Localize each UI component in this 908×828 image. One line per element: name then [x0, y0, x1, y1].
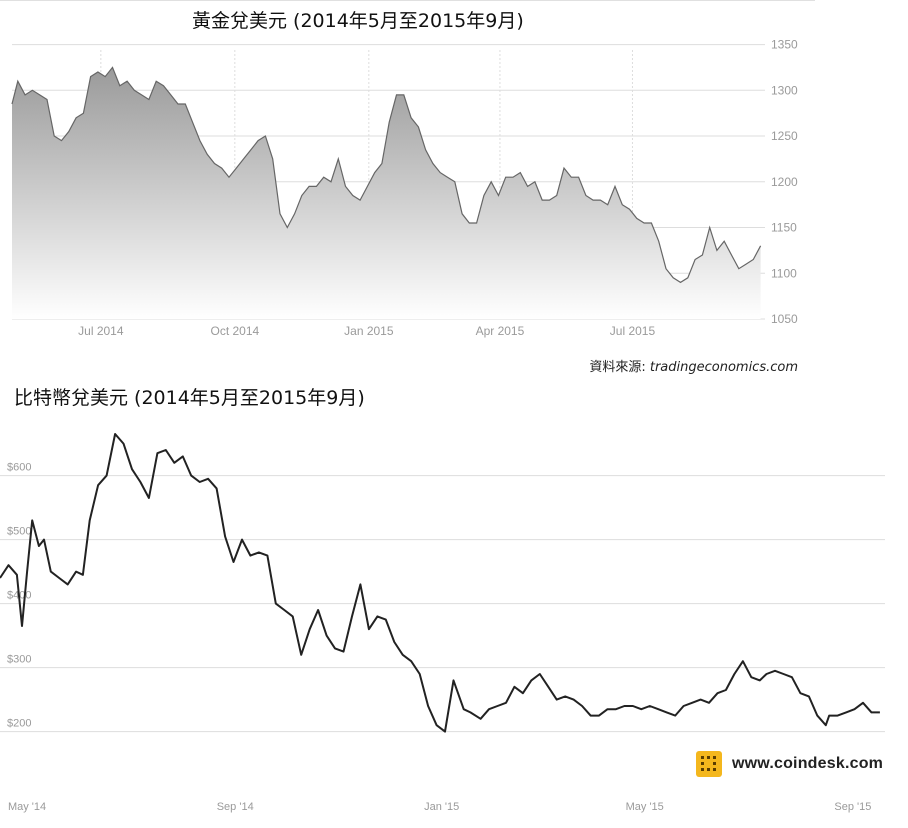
gold-price-line	[11, 66, 762, 284]
gold-chart-title: 黃金兌美元 (2014年5月至2015年9月)	[192, 10, 524, 32]
gold-price-area-chart: 1350 1300 1250 1200 1150 1100 1050 Jul 2014 Oct …	[11, 38, 798, 338]
gold-area-fill	[12, 67, 761, 320]
gold-y-tick-label: 1300	[771, 83, 798, 97]
btc-x-tick-label: May '15	[626, 801, 664, 813]
gold-y-tick-label: 1150	[771, 221, 797, 235]
btc-y-tick-label: $500	[7, 526, 31, 538]
gold-y-tick-label: 1200	[771, 175, 798, 189]
gold-chart-panel: 黃金兌美元 (2014年5月至2015年9月) 1350 1300 1250 1200…	[0, 0, 908, 378]
gold-x-tick-label: Apr 2015	[476, 324, 525, 338]
gold-panel-top-rule	[0, 0, 815, 1]
source-credit: 資料來源: tradingeconomics.com	[589, 356, 798, 375]
gold-x-tick-label: Jan 2015	[344, 324, 394, 338]
btc-y-tick-label: $600	[7, 462, 31, 474]
bitcoin-chart-title: 比特幣兌美元 (2014年5月至2015年9月)	[14, 387, 365, 409]
coindesk-logo-icon	[696, 751, 722, 777]
btc-x-tick-label: Sep '15	[834, 801, 871, 813]
coindesk-watermark: www.coindesk.com	[696, 750, 883, 778]
bitcoin-price-line	[0, 433, 880, 733]
btc-x-tick-label: Jan '15	[424, 801, 459, 813]
gold-y-tick-label: 1350	[771, 38, 798, 52]
gold-y-tick-label: 1250	[771, 129, 798, 143]
gold-x-tick-label: Jul 2015	[610, 324, 656, 338]
gold-x-tick-label: Jul 2014	[78, 324, 124, 338]
gold-y-tick-label: 1100	[771, 266, 797, 280]
gold-x-tick-label: Oct 2014	[210, 324, 259, 338]
btc-x-tick-label: Sep '14	[217, 801, 254, 813]
source-label: 資料來源:	[589, 360, 646, 375]
gold-y-tick-label: 1050	[771, 312, 798, 326]
bitcoin-chart-panel: 比特幣兌美元 (2014年5月至2015年9月) $600 $500 $400 $30…	[0, 378, 908, 824]
btc-y-tick-label: $300	[7, 654, 31, 666]
source-name: tradingeconomics.com	[649, 360, 798, 375]
coindesk-url: www.coindesk.com	[732, 755, 884, 772]
btc-y-tick-label: $200	[7, 718, 31, 730]
btc-x-tick-label: May '14	[8, 801, 46, 813]
